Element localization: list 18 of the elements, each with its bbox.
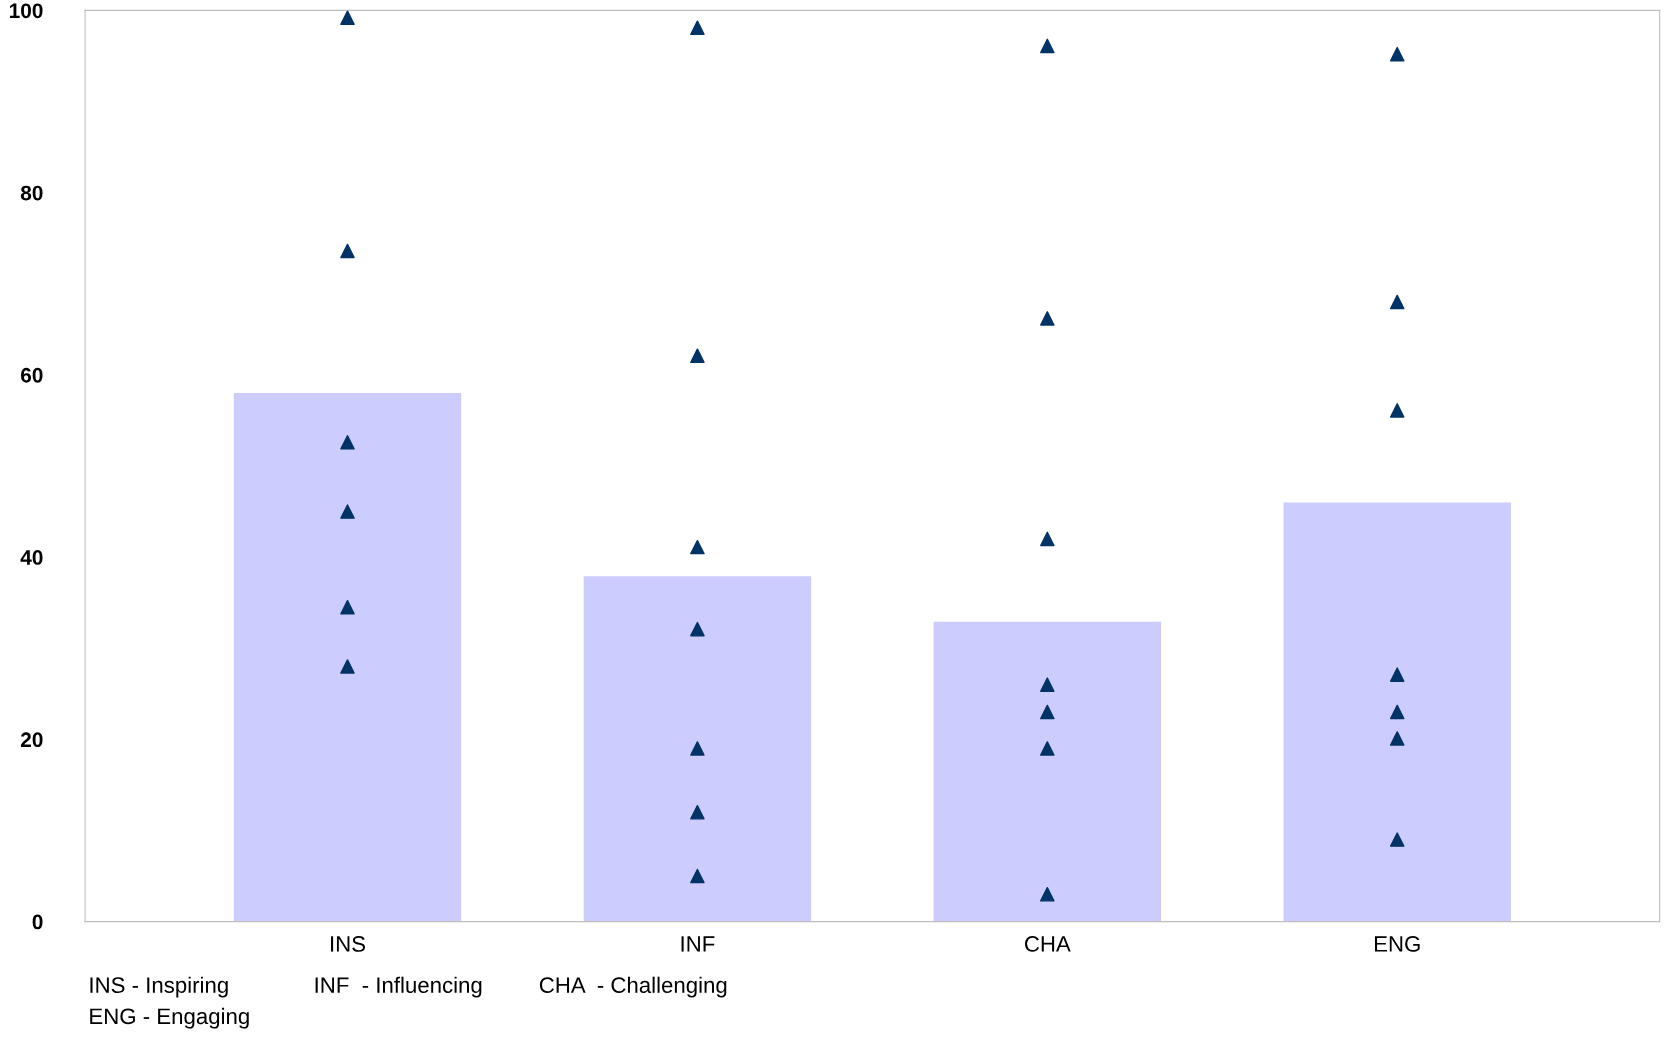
text: CHA - Challenging [539,976,727,998]
bar [233,393,462,922]
y-tick-label: 100 [9,3,43,19]
y-tick-label: 80 [20,185,43,201]
bar [1283,502,1511,922]
bar [933,621,1162,922]
y-tick-label: 60 [20,367,43,383]
text: INS - Inspiring [90,976,228,998]
y-tick-label: 0 [32,914,43,930]
x-tick-label: INS [331,936,365,952]
text: ENG - Engaging [90,1007,249,1029]
text: INF - Influencing [315,976,482,998]
y-tick-label: 40 [20,550,43,565]
x-tick-label: ENG [1374,936,1420,952]
y-tick-label: 20 [20,732,43,748]
bar [583,576,812,922]
x-tick-label: CHA [1024,936,1071,952]
x-tick-label: INF [681,936,715,952]
